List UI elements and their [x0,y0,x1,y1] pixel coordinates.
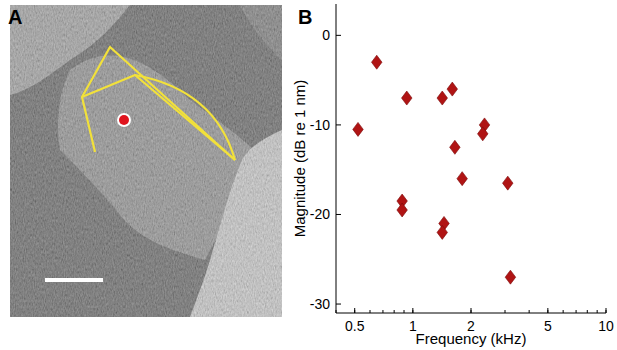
figure: AB-30-20-1000.512510Frequency (kHz)Magni… [0,0,617,350]
y-tick-label: 0 [322,27,330,43]
x-minor-tick [587,310,588,313]
y-axis-line [336,4,337,313]
outline-arc [135,75,235,160]
x-minor-tick [563,310,564,313]
data-point [437,91,448,105]
x-minor-tick [394,310,395,313]
x-minor-tick [354,310,355,313]
x-tick-label: 5 [544,318,552,334]
data-point [402,91,413,105]
x-tick-label: 0.5 [345,318,365,334]
data-point [477,127,488,141]
x-tick [412,308,413,313]
y-tick [336,35,341,36]
x-minor-tick [336,310,337,313]
data-point [450,140,461,154]
measure-point [119,115,129,125]
x-tick [547,308,548,313]
data-point [457,172,468,186]
y-tick-label: -20 [310,206,330,222]
outline-segment [82,75,235,160]
y-tick [336,304,341,305]
panel-label: B [298,6,312,28]
data-point [437,225,448,239]
scale-bar [45,278,103,282]
data-point [505,270,516,284]
x-tick-label: 10 [598,318,614,334]
x-minor-tick [576,310,577,313]
y-tick [336,124,341,125]
data-point [371,55,382,69]
image-background [10,5,282,317]
data-point [503,176,514,190]
y-tick [336,214,341,215]
x-minor-tick [471,310,472,313]
data-point [353,122,364,136]
measure-point-ring [117,113,131,127]
x-minor-tick [382,310,383,313]
panel-label: A [8,6,22,28]
x-minor-tick [547,310,548,313]
x-minor-tick [597,310,598,313]
data-point [447,82,458,96]
x-tick [354,308,355,313]
x-tick [606,308,607,313]
outline-path [82,47,235,160]
x-axis-label: Frequency (kHz) [416,330,527,347]
data-point [397,203,408,217]
x-minor-tick [404,310,405,313]
x-tick [471,308,472,313]
x-minor-tick [606,310,607,313]
x-minor-tick [412,310,413,313]
x-minor-tick [505,310,506,313]
points [353,55,516,284]
image-panel [10,5,282,317]
x-minor-tick [370,310,371,313]
y-axis-label: Magnitude (dB re 1 nm) [291,80,308,238]
y-tick-label: -10 [310,117,330,133]
y-tick-label: -30 [310,296,330,312]
x-minor-tick [529,310,530,313]
image-noise [10,5,282,317]
